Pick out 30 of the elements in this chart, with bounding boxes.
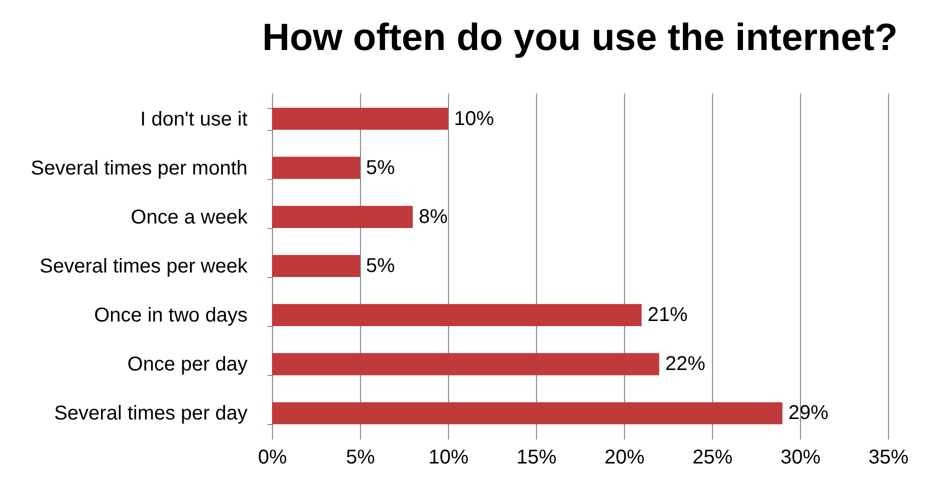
data-label: 22%	[665, 353, 706, 376]
bar	[272, 156, 360, 179]
data-label: 8%	[418, 206, 448, 228]
bar	[272, 353, 660, 376]
x-tick-label: 15%	[516, 446, 557, 468]
x-tick-label: 30%	[780, 446, 821, 468]
bar	[272, 304, 642, 326]
data-label: 21%	[648, 304, 688, 326]
bar	[272, 108, 448, 130]
x-tick-label: 0%	[258, 446, 288, 468]
y-tick-label: Several times per day	[54, 402, 248, 425]
chart-title: How often do you use the internet?	[262, 17, 898, 59]
x-tick-label: 35%	[868, 446, 909, 468]
data-label: 5%	[366, 156, 396, 179]
y-tick-label: Several times per week	[40, 256, 248, 278]
data-label: 10%	[454, 108, 494, 130]
y-tick-label: Once in two days	[94, 304, 248, 327]
bar	[272, 402, 782, 424]
data-label: 29%	[788, 402, 829, 424]
bar	[272, 206, 413, 228]
x-tick-label: 20%	[604, 446, 645, 468]
x-tick-label: 5%	[346, 446, 376, 468]
y-tick-label: Once per day	[127, 354, 248, 376]
bar	[272, 254, 360, 278]
data-label: 5%	[366, 255, 396, 277]
x-tick-label: 10%	[428, 446, 469, 468]
y-tick-label: Several times per month	[30, 157, 248, 180]
y-tick-label: Once a week	[130, 206, 248, 228]
y-tick-label: I don't use it	[140, 108, 248, 130]
x-tick-label: 25%	[692, 446, 733, 468]
